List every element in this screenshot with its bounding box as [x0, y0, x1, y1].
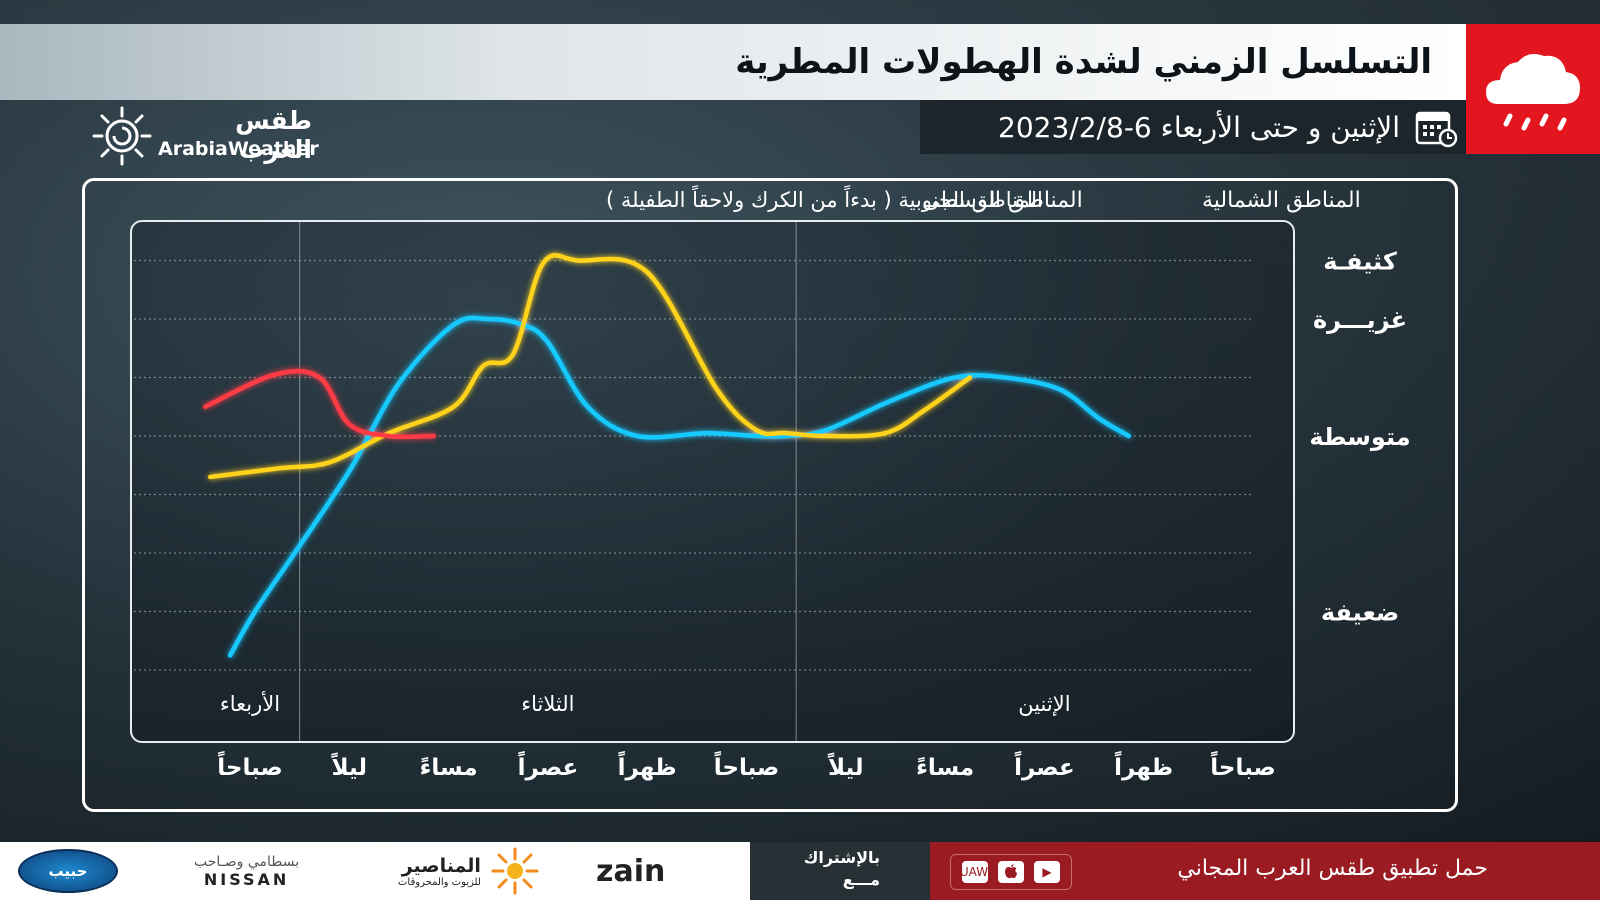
- brand-name-en: ArabiaWeather: [158, 138, 319, 160]
- x-tick-label: ظهراً: [618, 751, 677, 781]
- page-title: التسلسل الزمني لشدة الهطولات المطرية: [735, 42, 1432, 82]
- sponsor-habib-logo: حبيب: [18, 849, 118, 893]
- y-level-label: كثيفـة: [1323, 248, 1397, 276]
- x-tick-label: مساءً: [916, 755, 974, 781]
- app-download-text: حمل تطبيق طقس العرب المجاني: [1177, 856, 1488, 881]
- brand-name-ar: طقس العرب: [235, 106, 312, 164]
- day-label: الأربعاء: [220, 691, 280, 716]
- x-tick-label: ليلاً: [331, 753, 367, 781]
- y-level-label: غزيـــرة: [1313, 306, 1407, 334]
- x-tick-label: ليلاً: [827, 753, 863, 781]
- plot-area: [130, 220, 1295, 743]
- sponsor-manaseer-sub: للزيوت والمحروقات: [398, 876, 481, 888]
- sun-logo-icon: [491, 847, 539, 895]
- series-line-center: [208, 253, 973, 480]
- arabiaweather-logo: طقس العرب ArabiaWeather: [92, 104, 319, 168]
- sponsor-nissan: بسطامي وصـاحب NISSAN: [194, 842, 299, 900]
- subscribe-box: بالإشتراك مـــع: [750, 842, 930, 900]
- x-tick-label: عصراً: [1014, 751, 1075, 781]
- series-line-north: [227, 315, 1132, 658]
- sponsor-manaseer-name: المناصير: [401, 854, 481, 877]
- apple-logo-icon: [1005, 864, 1017, 879]
- day-label: الثلاثاء: [521, 692, 574, 716]
- legend-label-south: المناطق الجنوبية ( بدءاً من الكرك ولاحقا…: [606, 184, 1043, 212]
- sponsor-manaseer: المناصير للزيوت والمحروقات: [398, 842, 541, 900]
- x-tick-label: ظهراً: [1114, 751, 1173, 781]
- weather-icon-box: [1466, 24, 1600, 154]
- google-play-icon[interactable]: ▶: [1034, 861, 1060, 883]
- sponsor-nissan-en: NISSAN: [203, 869, 290, 889]
- subscribe-text-2: مـــع: [842, 870, 880, 889]
- title-bar: التسلسل الزمني لشدة الهطولات المطرية: [0, 24, 1466, 100]
- calendar-icon: [1415, 111, 1458, 148]
- y-level-label: متوسطة: [1309, 423, 1410, 451]
- x-tick-label: صباحاً: [1210, 751, 1275, 781]
- day-label: الإثنين: [1018, 692, 1070, 716]
- rain-cloud-icon: [1486, 54, 1580, 131]
- footer-bar: حبيب بسطامي وصـاحب NISSAN المناصير للزيو…: [0, 842, 1600, 900]
- series-line-south: [203, 368, 436, 440]
- subscribe-text-1: بالإشتراك: [803, 848, 880, 867]
- chart-frame: [82, 178, 1458, 812]
- sponsor-habib: حبيب: [18, 842, 118, 900]
- store-badges: HUAWEI ▶: [950, 854, 1072, 890]
- legend-label-north: المناطق الشمالية: [1202, 188, 1361, 213]
- y-level-label: ضعيفة: [1321, 599, 1399, 627]
- sponsor-zain: zain: [596, 853, 666, 889]
- date-bar: الإثنين و حتى الأربعاء 6-2023/2/8: [920, 100, 1466, 154]
- date-range: الإثنين و حتى الأربعاء 6-2023/2/8: [998, 110, 1400, 144]
- sun-spiral-icon: [92, 106, 152, 166]
- legend-label-center: المناطق الوسطى: [922, 188, 1083, 213]
- sponsor-nissan-ar: بسطامي وصـاحب: [194, 853, 300, 870]
- x-tick-label: صباحاً: [714, 751, 779, 781]
- huawei-store-icon[interactable]: HUAWEI: [951, 861, 999, 883]
- apple-store-icon[interactable]: [998, 861, 1024, 883]
- app-download-box: HUAWEI ▶ حمل تطبيق طقس العرب المجاني: [930, 842, 1600, 900]
- x-tick-label: عصراً: [518, 751, 579, 781]
- x-tick-label: مساءً: [420, 755, 478, 781]
- x-tick-label: صباحاً: [217, 751, 282, 781]
